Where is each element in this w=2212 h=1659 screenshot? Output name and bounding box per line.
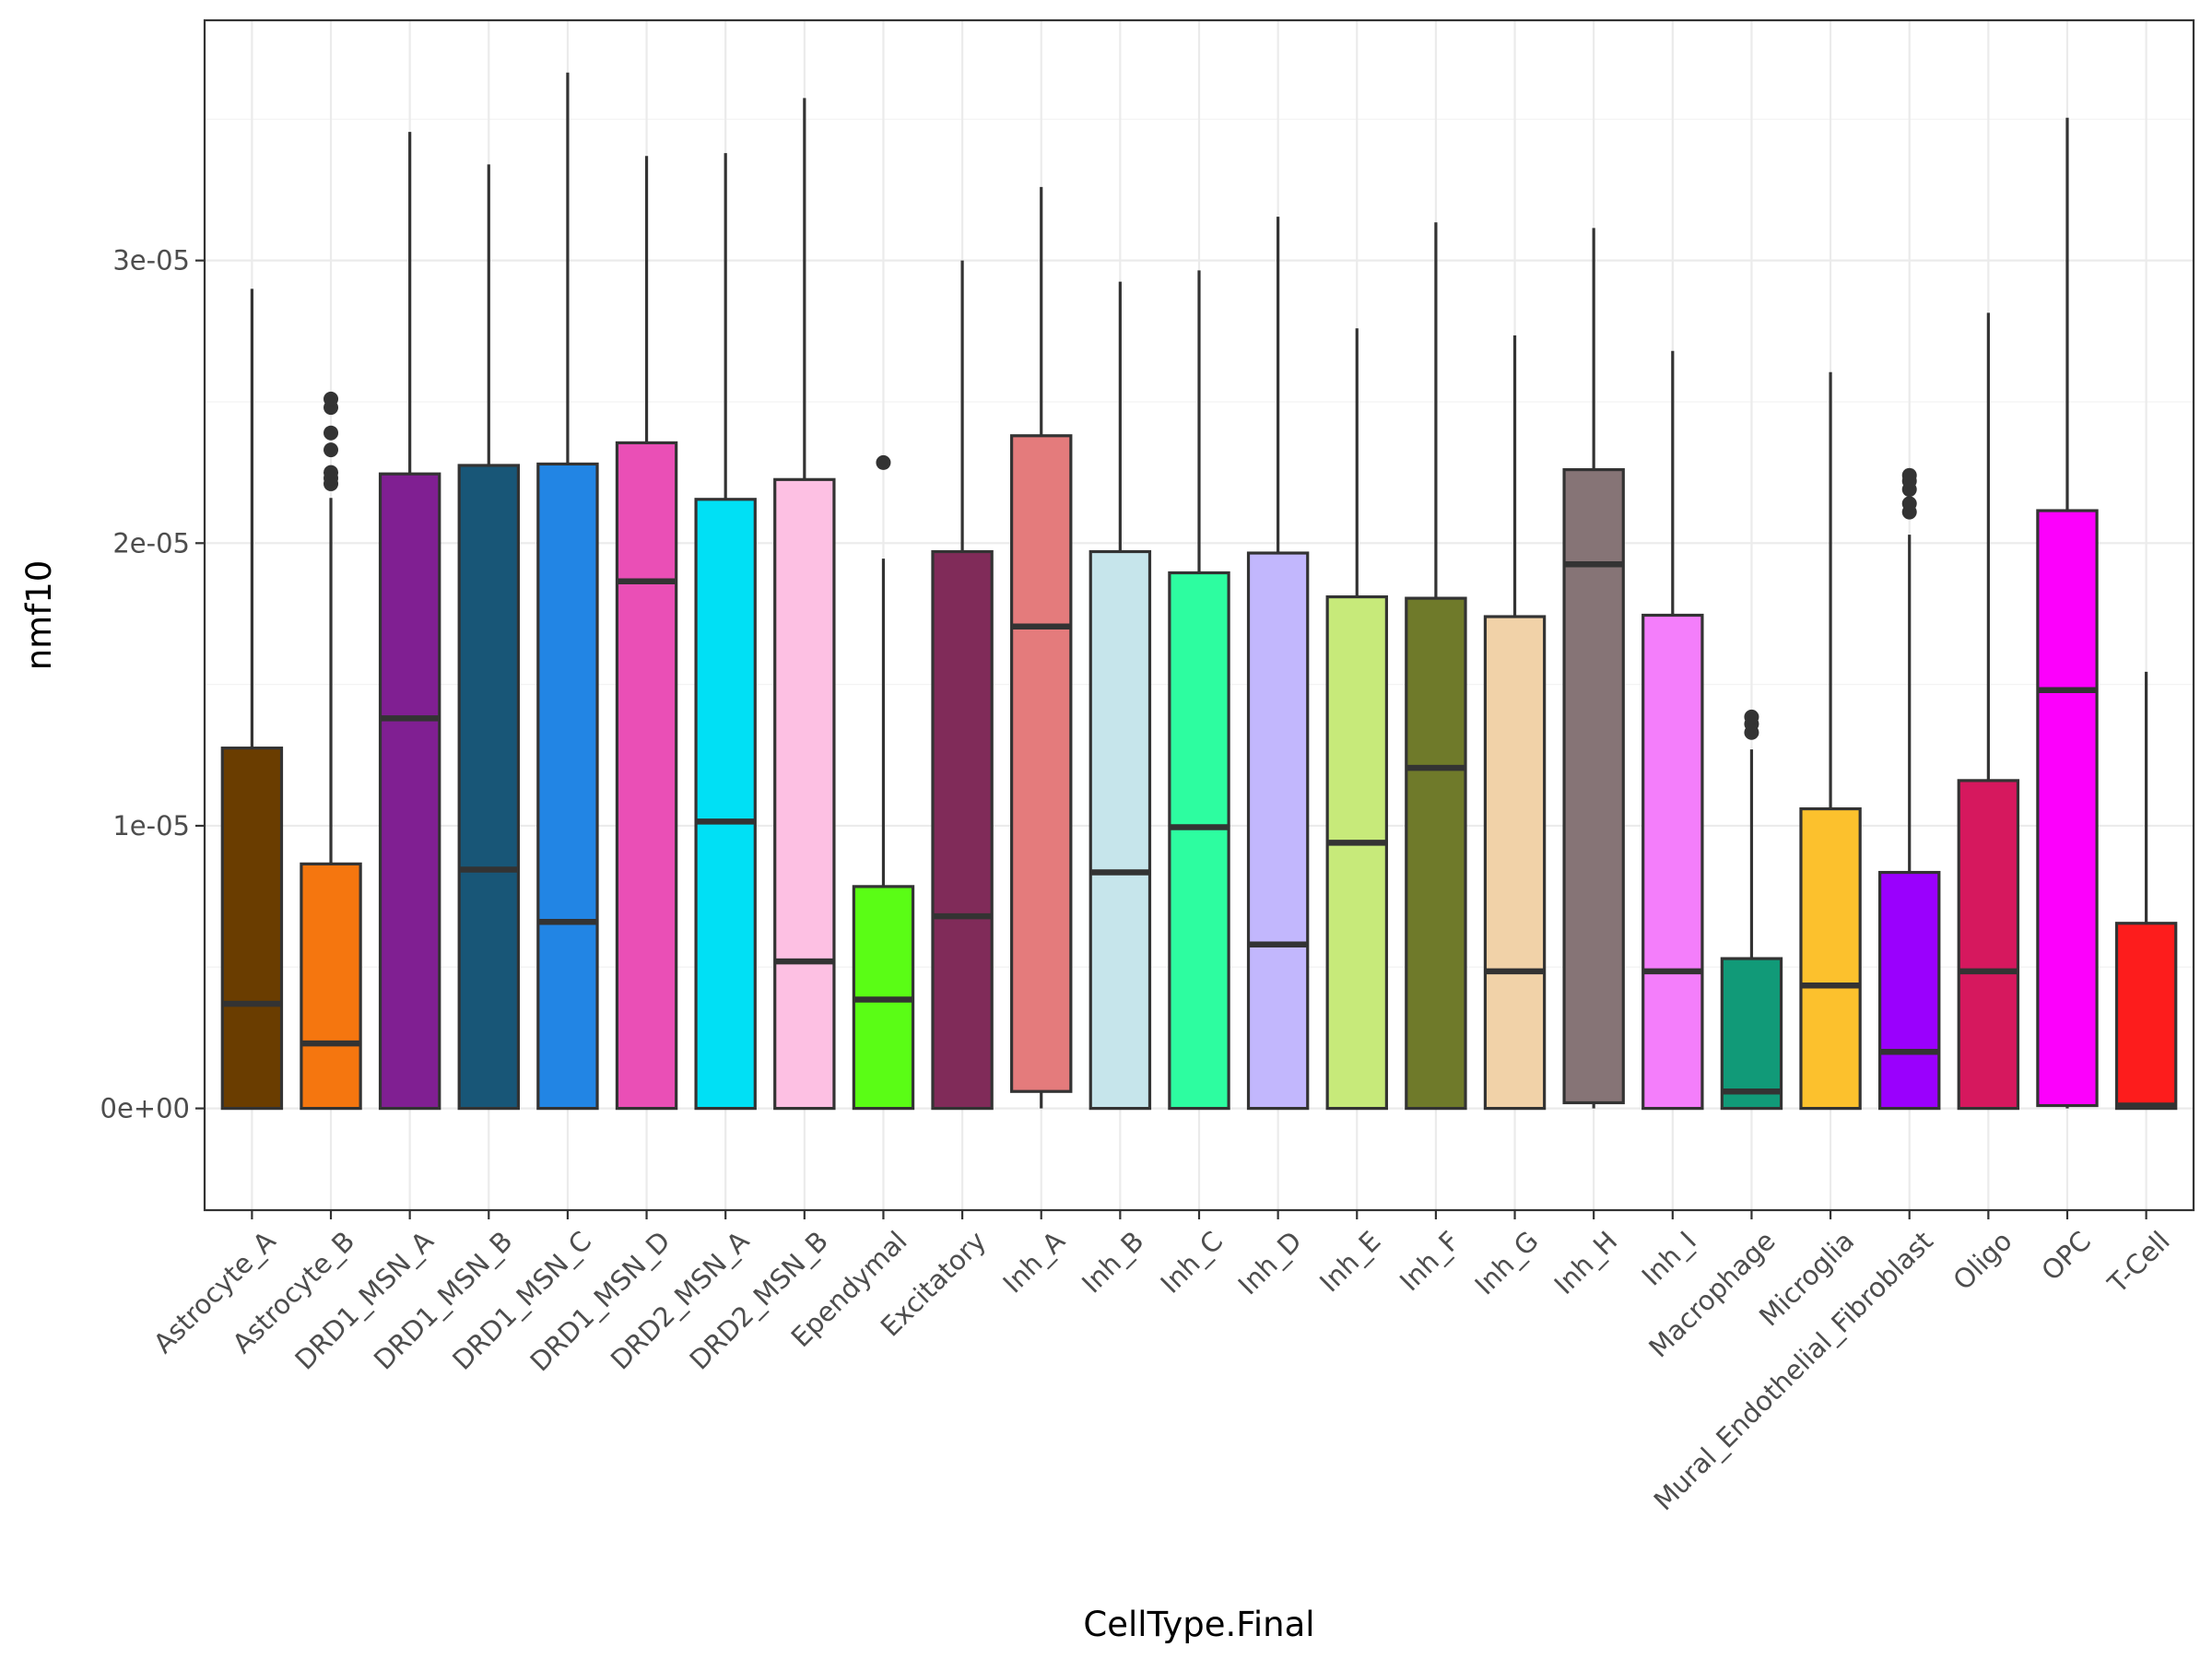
- box: [1957, 779, 2020, 1111]
- box: [1405, 596, 1467, 1111]
- box: [1562, 467, 1625, 1105]
- outlier-point: [324, 442, 339, 458]
- box: [378, 472, 441, 1111]
- box-group: [1010, 186, 1073, 1109]
- box-group: [1325, 328, 1388, 1111]
- outlier-point: [324, 391, 339, 406]
- box: [1799, 806, 1862, 1111]
- box: [2114, 922, 2178, 1111]
- box: [931, 549, 994, 1111]
- box: [1720, 957, 1783, 1111]
- box: [1641, 613, 1704, 1111]
- x-axis-title: CellType.Final: [1083, 1605, 1314, 1644]
- box-group: [1878, 467, 1941, 1111]
- box-group: [1168, 270, 1230, 1111]
- box: [615, 441, 678, 1111]
- box-group: [615, 156, 678, 1111]
- box: [220, 747, 284, 1111]
- box: [1325, 594, 1388, 1111]
- box-group: [536, 72, 599, 1111]
- box-group: [2114, 671, 2178, 1111]
- outlier-point: [324, 425, 339, 441]
- box: [694, 498, 757, 1111]
- y-axis: 0e+00 1e-05 2e-05 3e-05: [100, 245, 205, 1124]
- box: [1088, 549, 1152, 1111]
- box-group: [2036, 117, 2099, 1109]
- y-tick-label: 0e+00: [100, 1093, 191, 1124]
- box-group: [220, 288, 284, 1111]
- box-group: [1246, 217, 1310, 1111]
- boxes: [220, 72, 2178, 1111]
- box: [2036, 509, 2099, 1108]
- outlier-point: [1901, 467, 1917, 483]
- box: [1246, 551, 1310, 1111]
- box-group: [1088, 281, 1152, 1111]
- outlier-point: [876, 454, 891, 470]
- outlier-point: [324, 465, 339, 480]
- box-group: [1799, 371, 1862, 1111]
- box: [1878, 870, 1941, 1111]
- box-group: [1405, 222, 1467, 1111]
- outlier-point: [1901, 496, 1917, 512]
- box-group: [852, 454, 915, 1111]
- box-group: [457, 164, 520, 1111]
- box-group: [773, 98, 836, 1111]
- box-group: [931, 260, 994, 1111]
- box: [536, 462, 599, 1111]
- box: [457, 464, 520, 1111]
- box: [1168, 571, 1230, 1111]
- box: [1483, 615, 1547, 1111]
- box: [773, 477, 836, 1111]
- box-group: [300, 391, 362, 1111]
- box-group: [694, 153, 757, 1111]
- box-group: [1641, 350, 1704, 1111]
- box-group: [378, 132, 441, 1111]
- y-axis-title: nmf10: [19, 560, 59, 671]
- box-group: [1483, 335, 1547, 1111]
- box-group: [1720, 709, 1783, 1111]
- y-tick-label: 2e-05: [112, 527, 190, 559]
- outlier-point: [1744, 709, 1759, 724]
- box-group: [1562, 228, 1625, 1109]
- y-tick-label: 1e-05: [112, 810, 190, 841]
- box: [1010, 434, 1073, 1093]
- y-tick-label: 3e-05: [112, 245, 190, 276]
- box: [300, 862, 362, 1111]
- box-group: [1957, 312, 2020, 1111]
